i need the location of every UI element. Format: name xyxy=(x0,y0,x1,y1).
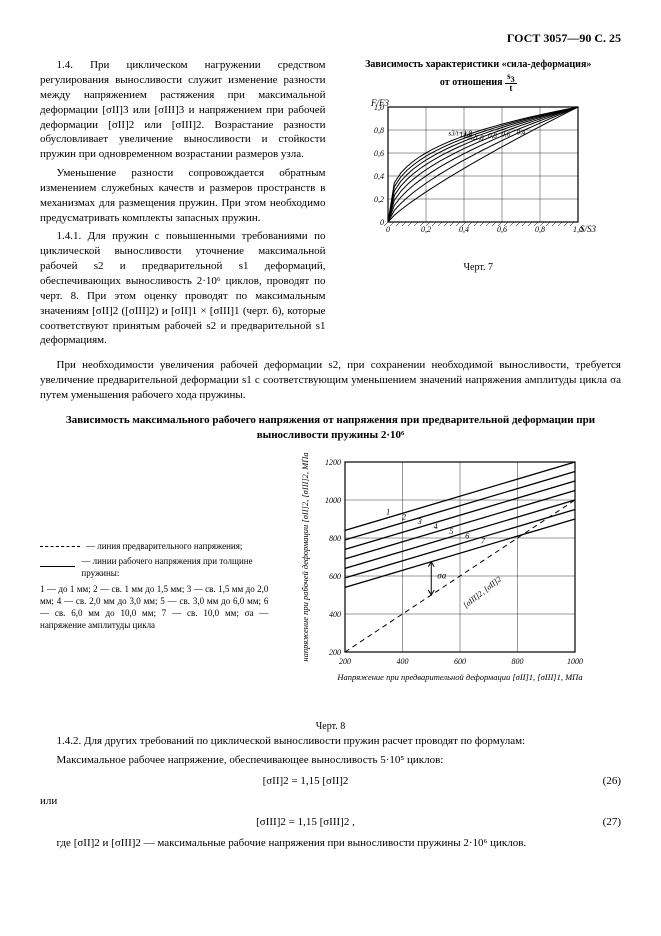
svg-text:2: 2 xyxy=(402,513,406,522)
chart8-svg-col: 1200 1000 800 600 400 200200 400 600 800 1000 1 2 3 4… xyxy=(278,448,621,716)
svg-text:0: 0 xyxy=(386,225,390,234)
para-max: Максимальное рабочее напряжение, обеспеч… xyxy=(40,753,621,768)
legend-dash: — линия предварительного напряжения; xyxy=(40,540,268,552)
chart8-block: — линия предварительного напряжения; — л… xyxy=(40,448,621,716)
where-text: где [σII]2 и [σIII]2 — максимальные рабо… xyxy=(40,836,621,851)
top-two-column: 1.4. При циклическом нагружении средство… xyxy=(40,58,621,352)
svg-text:6: 6 xyxy=(465,532,469,541)
solid-icon xyxy=(40,566,75,567)
chart7-title: Зависимость характеристики «сила-деформа… xyxy=(336,58,622,72)
svg-text:1000: 1000 xyxy=(567,657,583,666)
svg-text:F/F3: F/F3 xyxy=(370,98,389,108)
svg-text:S/S3: S/S3 xyxy=(580,224,597,234)
svg-text:0,4: 0,4 xyxy=(459,225,469,234)
chart7-column: Зависимость характеристики «сила-деформа… xyxy=(336,58,622,352)
formula-row-27: [σIII]2 = 1,15 [σIII]2 , (27) xyxy=(40,815,621,830)
svg-text:0,2: 0,2 xyxy=(374,195,384,204)
dash-icon xyxy=(40,546,80,547)
legend-dash-text: — линия предварительного напряжения; xyxy=(86,540,242,552)
svg-text:800: 800 xyxy=(329,534,341,543)
chart7-ratio: s3t xyxy=(505,72,517,94)
or-text: или xyxy=(40,794,621,809)
svg-text:3: 3 xyxy=(416,518,421,527)
formula-27: [σIII]2 = 1,15 [σIII]2 , xyxy=(40,815,571,830)
svg-text:0,4: 0,4 xyxy=(374,172,384,181)
svg-text:1: 1 xyxy=(386,508,390,517)
svg-text:400: 400 xyxy=(329,610,341,619)
svg-text:200: 200 xyxy=(329,648,341,657)
section2-title: Зависимость максимального рабочего напря… xyxy=(40,413,621,443)
svg-text:1,0: 1,0 xyxy=(475,134,484,142)
lower-block: 1.4.2. Для других требований по цикличес… xyxy=(40,734,621,851)
svg-text:0,8: 0,8 xyxy=(374,126,384,135)
svg-text:0: 0 xyxy=(380,218,384,227)
svg-text:σa: σa xyxy=(437,571,446,581)
formula-num-27: (27) xyxy=(571,815,621,830)
legend-solid-text: — линии рабочего напряжения при толщине … xyxy=(81,555,268,579)
svg-text:4: 4 xyxy=(433,522,437,531)
para-1-4: 1.4. При циклическом нагружении средство… xyxy=(40,58,326,162)
chart7-subtitle-pre: от отношения xyxy=(440,77,505,88)
formula-row-26: [σII]2 = 1,15 [σII]2 (26) xyxy=(40,774,621,789)
svg-text:0,6: 0,6 xyxy=(374,149,384,158)
svg-text:0,6: 0,6 xyxy=(497,225,507,234)
svg-text:5: 5 xyxy=(449,527,453,536)
svg-text:200: 200 xyxy=(339,657,351,666)
chart8-legend-col: — линия предварительного напряжения; — л… xyxy=(40,448,268,716)
chart8-svg: 1200 1000 800 600 400 200200 400 600 800 1000 1 2 3 4… xyxy=(290,452,610,712)
svg-text:0,4: 0,4 xyxy=(517,129,526,137)
svg-text:0,2: 0,2 xyxy=(421,225,431,234)
svg-text:800: 800 xyxy=(511,657,523,666)
svg-text:напряжение при рабочей деформа: напряжение при рабочей деформации [σII]2… xyxy=(300,453,310,662)
svg-text:400: 400 xyxy=(396,657,408,666)
legend-detail: 1 — до 1 мм; 2 — св. 1 мм до 1,5 мм; 3 —… xyxy=(40,583,268,632)
left-text-column: 1.4. При циклическом нагружении средство… xyxy=(40,58,326,352)
para-1-4-2: 1.4.2. Для других требований по цикличес… xyxy=(40,734,621,749)
formula-num-26: (26) xyxy=(571,774,621,789)
svg-text:1000: 1000 xyxy=(325,496,341,505)
chart7-svg: 1,00,80,60,40,2000,20,40,60,81,0F/F3S/S3… xyxy=(353,97,603,257)
svg-text:0,8: 0,8 xyxy=(535,225,545,234)
svg-text:Напряжение при предварительной: Напряжение при предварительной деформаци… xyxy=(336,672,582,682)
svg-text:1200: 1200 xyxy=(325,458,341,467)
svg-text:600: 600 xyxy=(329,572,341,581)
para-reduce: Уменьшение разности сопровождается обрат… xyxy=(40,166,326,225)
para-full-1: При необходимости увеличения рабочей деф… xyxy=(40,358,621,403)
svg-text:0,8: 0,8 xyxy=(488,133,497,141)
svg-text:600: 600 xyxy=(454,657,466,666)
svg-text:0,6: 0,6 xyxy=(502,131,511,139)
chart7-caption: Черт. 7 xyxy=(336,261,622,275)
svg-text:[σIII]2, [σII]2: [σIII]2, [σII]2 xyxy=(461,575,503,610)
page-header: ГОСТ 3057—90 С. 25 xyxy=(40,30,621,46)
para-1-4-1: 1.4.1. Для пружин с повышенными требован… xyxy=(40,229,326,348)
chart7-subtitle: от отношения s3t xyxy=(336,72,622,94)
formula-26: [σII]2 = 1,15 [σII]2 xyxy=(40,774,571,789)
legend-solid: — линии рабочего напряжения при толщине … xyxy=(40,555,268,579)
svg-text:7: 7 xyxy=(481,537,486,546)
chart8-caption: Черт. 8 xyxy=(40,720,621,734)
